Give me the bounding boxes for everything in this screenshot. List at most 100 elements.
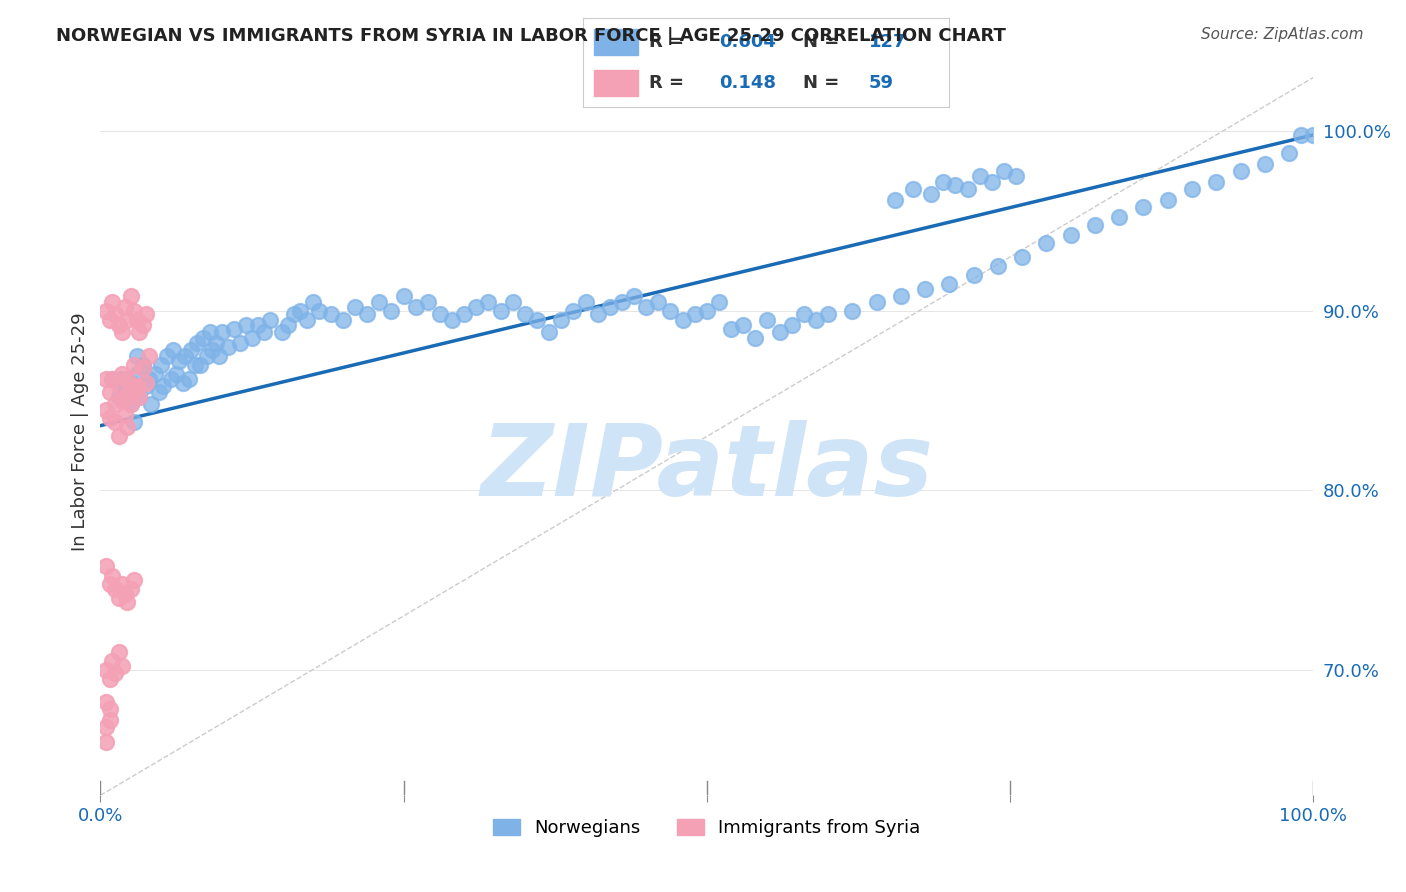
Point bbox=[240, 331, 263, 345]
Point bbox=[107, 390, 129, 404]
Point bbox=[148, 384, 170, 399]
Point bbox=[295, 313, 318, 327]
Point bbox=[156, 349, 179, 363]
Point bbox=[114, 408, 136, 422]
Point bbox=[945, 178, 967, 193]
Point bbox=[1302, 128, 1324, 142]
Point bbox=[150, 358, 173, 372]
Point bbox=[344, 300, 367, 314]
Point bbox=[211, 326, 233, 340]
Point bbox=[114, 587, 136, 601]
Point bbox=[96, 734, 118, 748]
Point bbox=[599, 300, 621, 314]
Point bbox=[204, 336, 226, 351]
Point bbox=[938, 277, 960, 291]
Point bbox=[1229, 164, 1251, 178]
Point bbox=[586, 307, 609, 321]
Point bbox=[720, 322, 742, 336]
Point bbox=[865, 294, 887, 309]
Point bbox=[138, 349, 160, 363]
Text: 0.148: 0.148 bbox=[718, 74, 776, 92]
Point bbox=[96, 303, 118, 318]
Point bbox=[513, 307, 536, 321]
Point bbox=[167, 354, 190, 368]
Point bbox=[623, 289, 645, 303]
Point bbox=[101, 569, 124, 583]
Point bbox=[128, 390, 150, 404]
Point bbox=[98, 713, 121, 727]
Point bbox=[107, 318, 129, 333]
Text: N =: N = bbox=[803, 33, 845, 51]
Point bbox=[107, 591, 129, 605]
Point bbox=[138, 372, 160, 386]
Text: 127: 127 bbox=[869, 33, 905, 51]
Point bbox=[1132, 200, 1154, 214]
Point bbox=[98, 576, 121, 591]
Point bbox=[368, 294, 391, 309]
Point bbox=[696, 303, 718, 318]
Point bbox=[174, 349, 197, 363]
Point bbox=[98, 702, 121, 716]
Point bbox=[465, 300, 488, 314]
Point bbox=[671, 313, 693, 327]
Point bbox=[201, 343, 224, 358]
Point bbox=[780, 318, 803, 333]
Point bbox=[111, 372, 134, 386]
Point bbox=[429, 307, 451, 321]
Point bbox=[104, 582, 127, 596]
Point bbox=[768, 326, 790, 340]
Point bbox=[104, 666, 127, 681]
Point bbox=[111, 659, 134, 673]
Point bbox=[380, 303, 402, 318]
Point bbox=[143, 367, 166, 381]
Point bbox=[1108, 211, 1130, 225]
Point bbox=[253, 326, 276, 340]
Point bbox=[114, 379, 136, 393]
Text: 0.604: 0.604 bbox=[718, 33, 776, 51]
Point bbox=[98, 384, 121, 399]
Point bbox=[177, 372, 200, 386]
Point bbox=[125, 379, 148, 393]
Point bbox=[1181, 182, 1204, 196]
Point bbox=[319, 307, 342, 321]
Point bbox=[610, 294, 633, 309]
Point bbox=[104, 397, 127, 411]
Point bbox=[392, 289, 415, 303]
Point bbox=[101, 294, 124, 309]
Point bbox=[744, 331, 766, 345]
Point bbox=[135, 379, 157, 393]
Point bbox=[332, 313, 354, 327]
Point bbox=[659, 303, 682, 318]
Point bbox=[104, 415, 127, 429]
Point bbox=[172, 376, 194, 390]
Point bbox=[132, 318, 155, 333]
Point bbox=[120, 376, 142, 390]
Point bbox=[115, 384, 138, 399]
Point bbox=[188, 358, 211, 372]
Point bbox=[235, 318, 257, 333]
Point bbox=[111, 326, 134, 340]
Point bbox=[135, 376, 157, 390]
Point bbox=[96, 558, 118, 573]
Point bbox=[115, 594, 138, 608]
Point bbox=[301, 294, 323, 309]
Point bbox=[111, 393, 134, 408]
Point bbox=[841, 303, 863, 318]
Point bbox=[1278, 145, 1301, 160]
Point bbox=[159, 372, 181, 386]
Point bbox=[98, 411, 121, 425]
Point bbox=[107, 379, 129, 393]
Text: R =: R = bbox=[650, 33, 690, 51]
Point bbox=[124, 415, 146, 429]
Point bbox=[1011, 250, 1033, 264]
Point bbox=[259, 313, 281, 327]
Point bbox=[993, 164, 1015, 178]
Point bbox=[987, 259, 1010, 273]
Point bbox=[124, 384, 146, 399]
Point bbox=[804, 313, 827, 327]
Point bbox=[217, 340, 239, 354]
Point bbox=[98, 672, 121, 686]
Point bbox=[120, 379, 142, 393]
Text: R =: R = bbox=[650, 74, 690, 92]
Point bbox=[96, 372, 118, 386]
